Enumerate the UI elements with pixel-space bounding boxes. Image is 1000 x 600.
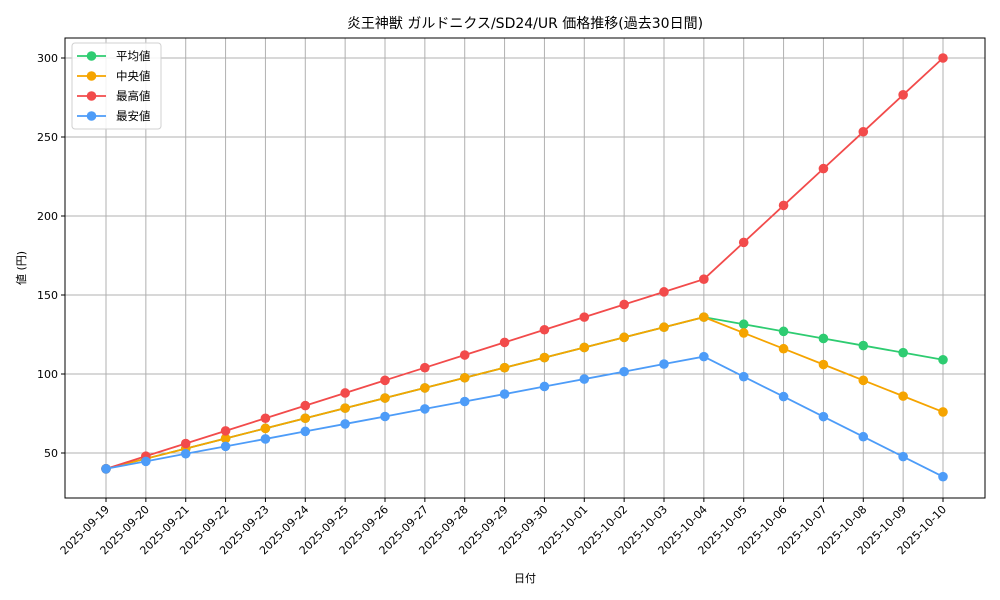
data-point — [738, 237, 749, 248]
series-line — [101, 351, 948, 482]
data-point — [340, 419, 350, 429]
y-tick-label: 50 — [44, 447, 58, 460]
data-point — [699, 312, 709, 322]
data-point — [619, 366, 629, 377]
data-point — [260, 413, 271, 424]
data-point — [459, 372, 470, 383]
data-point — [898, 347, 908, 358]
data-point — [459, 350, 470, 360]
data-point — [898, 391, 908, 401]
legend-label: 平均値 — [116, 49, 151, 63]
y-axis-label: 値 (円) — [15, 251, 28, 285]
data-point — [659, 322, 669, 333]
data-point — [380, 393, 390, 403]
data-point — [579, 374, 590, 384]
data-point — [619, 299, 629, 310]
data-point — [180, 438, 191, 449]
y-axis: 50 100 150 200 250 300 — [37, 52, 65, 460]
chart-title: 炎王神獣 ガルドニクス/SD24/UR 価格推移(過去30日間) — [347, 16, 703, 32]
data-point — [738, 319, 749, 330]
data-point — [220, 433, 231, 444]
data-point — [101, 464, 111, 474]
data-point — [340, 403, 350, 413]
data-point — [340, 388, 350, 398]
legend-label: 中央値 — [116, 69, 151, 83]
data-point — [180, 448, 191, 459]
x-axis: 2025-09-192025-09-202025-09-212025-09-22… — [58, 498, 949, 557]
data-point — [499, 389, 510, 399]
data-point — [579, 342, 590, 353]
grid — [65, 38, 985, 498]
data-point — [699, 274, 709, 285]
data-point — [220, 426, 231, 436]
legend-item: 中央値 — [77, 69, 151, 83]
legend-box — [71, 42, 162, 130]
data-point — [818, 163, 829, 174]
data-point — [539, 352, 550, 363]
data-point — [699, 351, 709, 362]
data-point — [300, 400, 311, 411]
y-tick-label: 100 — [37, 368, 58, 381]
data-point — [539, 324, 550, 335]
legend-item: 最高値 — [77, 89, 151, 103]
y-tick-label: 200 — [37, 210, 58, 223]
x-axis-label: 日付 — [514, 572, 536, 585]
data-point — [938, 53, 948, 63]
data-point — [858, 375, 869, 386]
data-point — [898, 451, 908, 462]
legend-item: 最安値 — [77, 109, 151, 123]
data-point — [260, 423, 271, 434]
legend-label: 最高値 — [116, 89, 151, 103]
data-point — [938, 407, 948, 417]
data-point — [459, 396, 470, 407]
data-point — [818, 359, 829, 370]
data-point — [420, 404, 430, 414]
legend-item: 平均値 — [77, 49, 151, 63]
data-point — [380, 375, 390, 386]
data-point — [858, 126, 869, 137]
series-line — [101, 53, 948, 474]
data-point — [380, 411, 390, 422]
data-point — [818, 333, 829, 344]
plot-frame — [64, 37, 986, 499]
data-point — [778, 200, 789, 211]
data-point — [659, 287, 669, 297]
data-point — [938, 471, 948, 482]
data-point — [858, 340, 869, 351]
series-layer — [101, 53, 948, 482]
data-point — [420, 362, 430, 373]
series-line — [101, 312, 948, 474]
data-point — [141, 456, 151, 467]
data-point — [539, 381, 550, 392]
y-tick-label: 300 — [37, 52, 58, 65]
data-point — [738, 371, 749, 382]
data-point — [659, 359, 669, 369]
data-point — [938, 354, 948, 365]
data-point — [579, 312, 590, 322]
data-point — [619, 332, 629, 343]
data-point — [898, 90, 908, 100]
data-point — [499, 337, 510, 348]
data-point — [738, 328, 749, 338]
data-point — [260, 434, 271, 444]
data-point — [300, 413, 311, 424]
y-tick-label: 250 — [37, 131, 58, 144]
data-point — [220, 441, 231, 452]
data-point — [778, 391, 789, 402]
data-point — [818, 411, 829, 422]
legend-label: 最安値 — [116, 109, 151, 123]
data-point — [778, 326, 789, 337]
data-point — [300, 426, 311, 437]
data-point — [778, 343, 789, 354]
data-point — [858, 431, 869, 442]
data-point — [499, 362, 510, 373]
data-point — [420, 383, 430, 393]
y-tick-label: 150 — [37, 289, 58, 302]
